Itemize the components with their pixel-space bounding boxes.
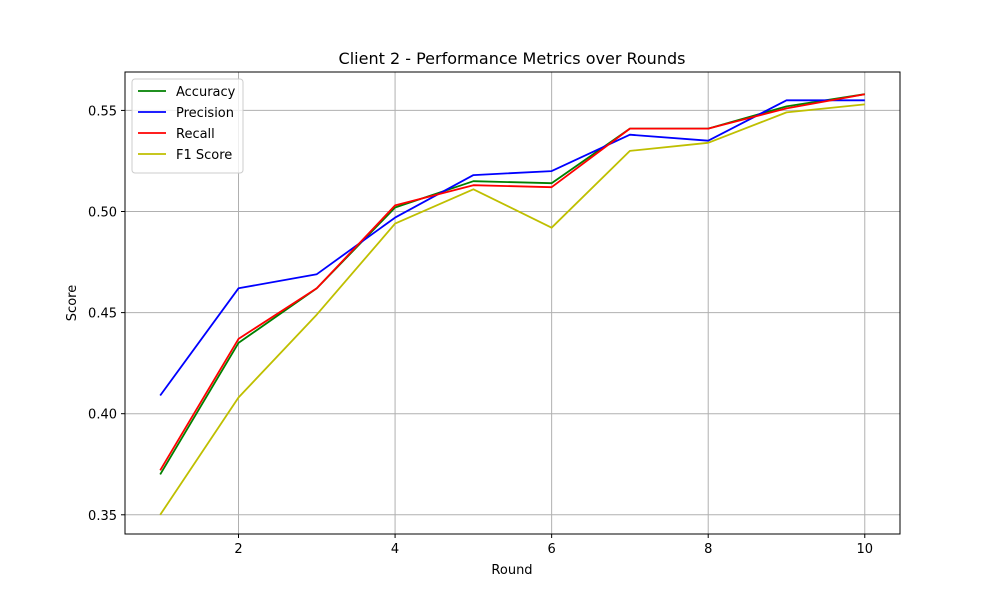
- x-axis-label: Round: [491, 563, 532, 578]
- legend-label: F1 Score: [176, 148, 232, 163]
- y-tick-label: 0.45: [88, 307, 117, 322]
- x-axis-ticks: 2 4 6 8 10: [234, 534, 873, 557]
- plot-area-frame: [124, 71, 901, 535]
- x-tick-label: 8: [704, 542, 712, 557]
- y-axis-label: Score: [65, 285, 80, 321]
- x-tick-label: 10: [856, 542, 873, 557]
- series-line-precision: [159, 99, 865, 397]
- y-axis-ticks: 0.35 0.40 0.45 0.50 0.55: [88, 104, 125, 524]
- legend-label: Precision: [176, 106, 234, 121]
- series-lines: [159, 93, 865, 516]
- series-line-accuracy: [159, 93, 865, 475]
- series-line-f1-score: [159, 103, 865, 516]
- series-line-recall: [159, 93, 865, 471]
- y-tick-label: 0.55: [88, 104, 117, 119]
- legend-box: [131, 78, 244, 174]
- y-tick-label: 0.35: [88, 509, 117, 524]
- y-tick-label: 0.50: [88, 206, 117, 221]
- chart-title: Client 2 - Performance Metrics over Roun…: [339, 49, 686, 68]
- legend-label: Accuracy: [176, 85, 236, 100]
- y-tick-label: 0.40: [88, 408, 117, 423]
- legend-label: Recall: [176, 127, 215, 142]
- x-tick-label: 2: [234, 542, 242, 557]
- x-tick-label: 6: [548, 542, 556, 557]
- legend: Accuracy Precision Recall F1 Score: [131, 78, 244, 174]
- x-tick-label: 4: [391, 542, 399, 557]
